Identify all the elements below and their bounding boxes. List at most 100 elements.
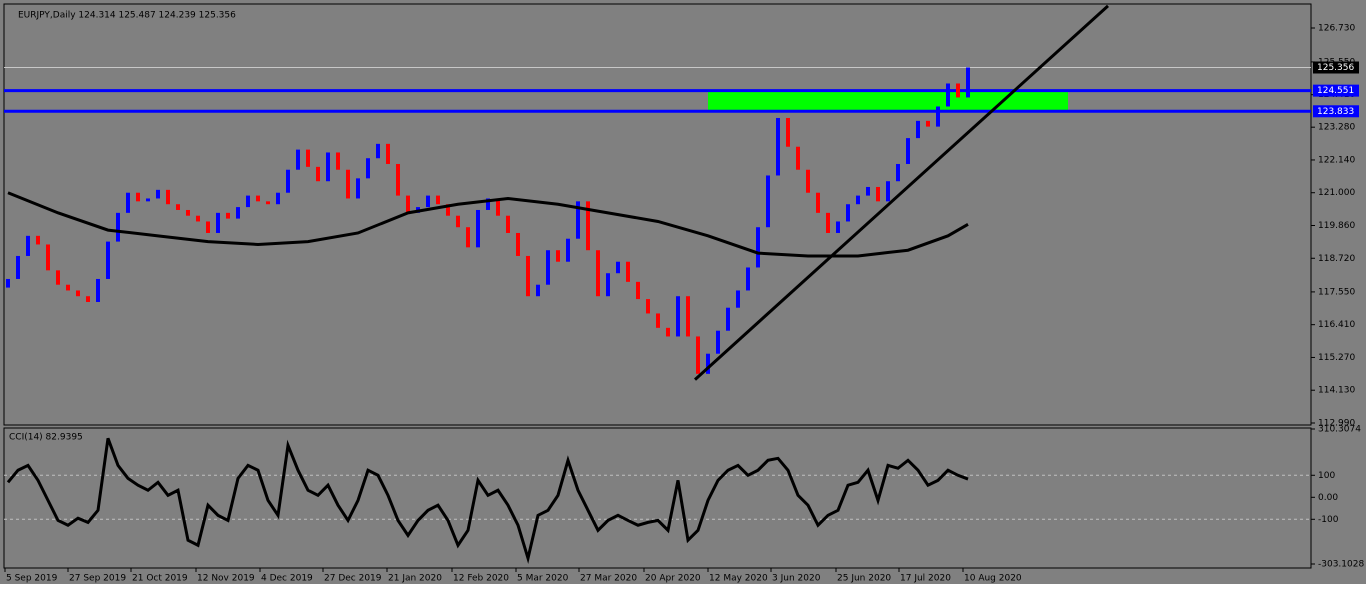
candle xyxy=(696,336,700,374)
candle xyxy=(966,67,970,98)
y-tick-label: 117.550 xyxy=(1318,287,1355,297)
candle xyxy=(276,192,280,205)
x-tick-label: 20 Apr 2020 xyxy=(645,574,701,584)
candle xyxy=(486,198,490,210)
candle xyxy=(906,138,910,164)
candle xyxy=(366,158,370,179)
current-price-label: 125.356 xyxy=(1317,63,1354,73)
y-tick-label: 123.280 xyxy=(1318,123,1355,133)
candle xyxy=(316,166,320,182)
candle xyxy=(946,83,950,107)
candle xyxy=(476,209,480,248)
candle xyxy=(866,186,870,196)
x-tick-label: 12 Nov 2019 xyxy=(197,574,255,584)
y-tick-label: -303.1028 xyxy=(1318,560,1364,570)
candle xyxy=(936,106,940,127)
candle xyxy=(826,212,830,233)
candle xyxy=(206,221,210,233)
candle xyxy=(846,204,850,222)
y-tick-label: 119.860 xyxy=(1318,221,1355,231)
candle xyxy=(576,201,580,239)
candle xyxy=(126,192,130,213)
candle xyxy=(916,120,920,139)
candle xyxy=(196,215,200,222)
candle xyxy=(926,120,930,127)
candle xyxy=(136,192,140,202)
candle xyxy=(636,281,640,300)
level-label: 123.833 xyxy=(1317,107,1354,117)
candle xyxy=(106,241,110,279)
candle xyxy=(26,235,30,256)
candle xyxy=(226,212,230,219)
x-tick-label: 10 Aug 2020 xyxy=(964,574,1022,584)
candle xyxy=(776,117,780,176)
candle xyxy=(626,261,630,282)
candle xyxy=(646,299,650,314)
y-tick-label: 121.000 xyxy=(1318,188,1355,198)
candle xyxy=(116,212,120,242)
candle xyxy=(956,83,960,98)
candle xyxy=(546,250,550,285)
candle xyxy=(306,149,310,167)
candle xyxy=(516,232,520,256)
y-tick-label: 0.00 xyxy=(1318,493,1338,503)
candle xyxy=(566,238,570,262)
y-tick-label: 118.720 xyxy=(1318,254,1355,264)
candle xyxy=(656,313,660,328)
status-bar xyxy=(0,584,1366,595)
y-tick-label: 116.410 xyxy=(1318,320,1355,330)
candle xyxy=(166,189,170,205)
candle xyxy=(886,181,890,202)
y-tick-label: 122.140 xyxy=(1318,155,1355,165)
candle xyxy=(606,273,610,297)
current-price-label-box xyxy=(1313,61,1359,74)
candle xyxy=(266,201,270,205)
cci-panel xyxy=(3,427,1312,569)
candle xyxy=(16,255,20,279)
candle xyxy=(746,267,750,291)
cci-line xyxy=(6,437,969,565)
candle xyxy=(286,169,290,193)
candle xyxy=(536,284,540,297)
y-tick-label: 115.270 xyxy=(1318,353,1355,363)
price-panel xyxy=(3,3,1312,426)
candle xyxy=(216,212,220,233)
candle xyxy=(766,175,770,228)
candle xyxy=(526,255,530,297)
candle xyxy=(586,201,590,251)
level-label-box xyxy=(1313,84,1359,97)
candle xyxy=(666,327,670,337)
candle xyxy=(406,195,410,213)
y-tick-label: 100 xyxy=(1318,471,1335,481)
candle xyxy=(506,215,510,233)
level-label: 124.551 xyxy=(1317,86,1354,96)
candle xyxy=(616,261,620,274)
candle xyxy=(796,146,800,170)
zone xyxy=(708,90,1068,112)
candle xyxy=(716,330,720,354)
y-tick-label: -100 xyxy=(1318,515,1339,525)
x-tick-label: 12 Feb 2020 xyxy=(453,574,509,584)
candle xyxy=(256,195,260,202)
candle xyxy=(296,149,300,170)
candle xyxy=(466,227,470,248)
candle xyxy=(556,250,560,262)
trendline xyxy=(693,4,1110,381)
candle xyxy=(346,169,350,199)
candle xyxy=(736,290,740,308)
candle xyxy=(176,204,180,210)
candle xyxy=(896,163,900,182)
x-tick-label: 3 Jun 2020 xyxy=(772,574,821,584)
x-tick-label: 5 Sep 2019 xyxy=(6,574,58,584)
moving-average xyxy=(7,191,969,258)
candle xyxy=(436,195,440,205)
x-tick-label: 17 Jul 2020 xyxy=(900,574,951,584)
candle xyxy=(806,169,810,193)
x-tick-label: 21 Oct 2019 xyxy=(132,574,188,584)
candle xyxy=(596,250,600,297)
candle xyxy=(756,227,760,268)
candle xyxy=(496,198,500,216)
candle xyxy=(726,307,730,331)
candle xyxy=(836,221,840,233)
